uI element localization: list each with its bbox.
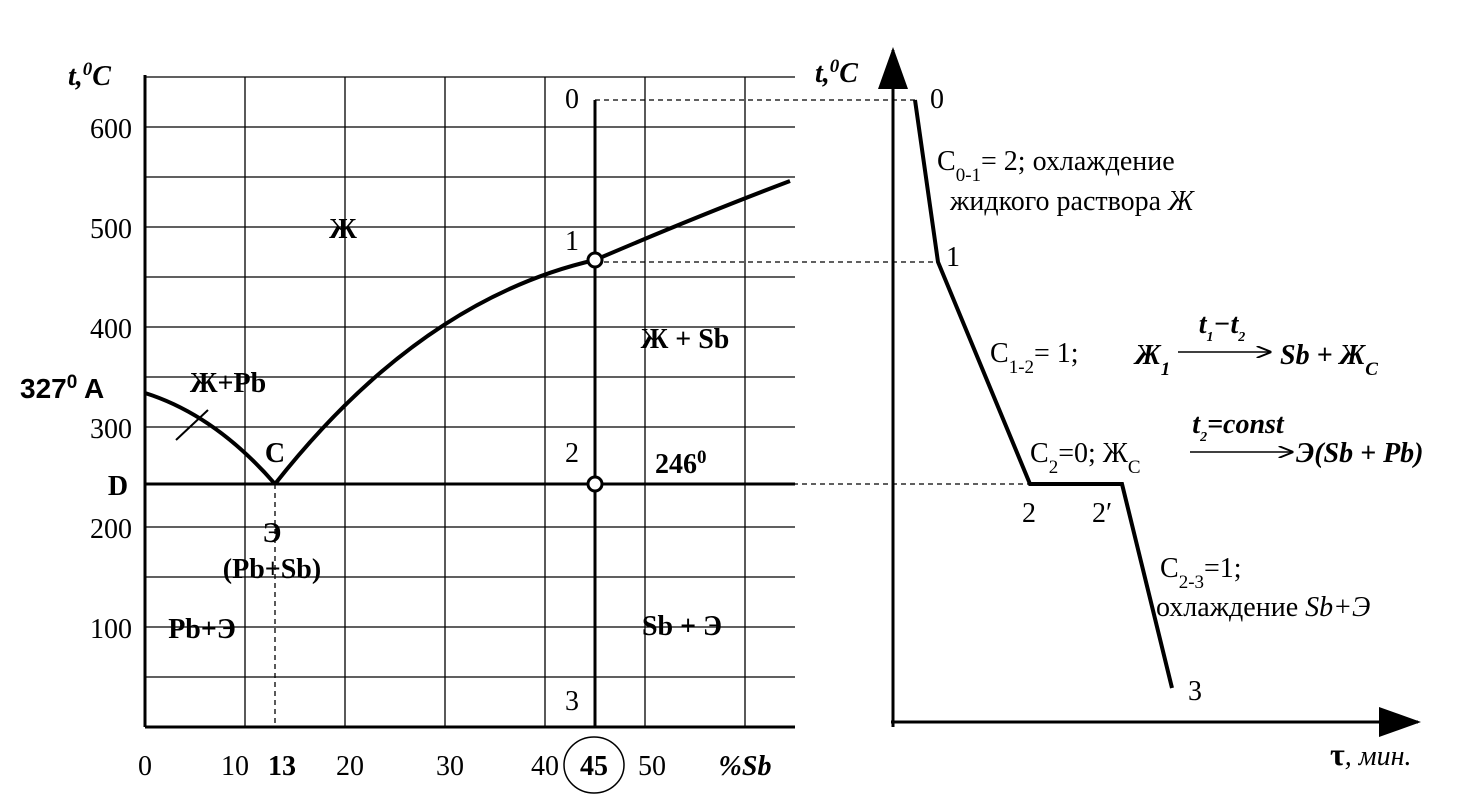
y-tick-label: 400 <box>90 314 132 345</box>
text-part: , мин. <box>1345 741 1412 772</box>
cooling-curve <box>913 99 1174 689</box>
text-part: t, <box>68 61 83 92</box>
point-label: 3 <box>565 686 579 717</box>
point <box>586 475 604 493</box>
liquidus-pb <box>144 391 277 486</box>
text-part: 0 <box>830 56 840 77</box>
text-part: Sb + Ж <box>1280 340 1367 371</box>
text-part: C <box>990 338 1009 369</box>
text-part: 246 <box>655 449 697 480</box>
annotation: C0-1= 2; охлаждение <box>937 146 1175 186</box>
arrow-label: t1−t2 <box>1199 309 1246 345</box>
region-label: Ж + Sb <box>641 324 730 355</box>
grid <box>145 76 795 727</box>
point-label: 0 <box>930 84 944 115</box>
point-label: 3 <box>1188 676 1202 707</box>
text-part: C <box>92 61 111 92</box>
x-tick-label: 50 <box>638 751 666 782</box>
x-tick-label: 0 <box>138 751 152 782</box>
region-label: Sb + Э <box>642 611 722 642</box>
liquidus-sb <box>273 179 791 486</box>
text-part: =const <box>1207 409 1285 440</box>
text-part: Sb+Э <box>1305 592 1370 623</box>
text-part: C <box>1365 359 1378 380</box>
text-part: = 2; охлаждение <box>981 146 1175 177</box>
text-part: =0; Ж <box>1058 438 1129 469</box>
y-tick-label: 100 <box>90 614 132 645</box>
annotation: C1-2= 1; <box>990 338 1079 378</box>
text-part: C <box>839 58 858 89</box>
y-tick-label: 300 <box>90 414 132 445</box>
text-part: 0 <box>697 447 707 468</box>
text-part: Ж <box>1167 186 1195 217</box>
text-part: 1 <box>1161 359 1171 380</box>
text-part: t, <box>815 58 830 89</box>
text-part: C <box>1160 553 1179 584</box>
text-part: t <box>1199 309 1208 340</box>
text-part: =1; <box>1204 553 1242 584</box>
point-label: 3270 A <box>20 372 104 405</box>
text-part: τ <box>1330 736 1345 772</box>
text-part: 327 <box>20 373 67 404</box>
x-axis-label: τ, мин. <box>1330 736 1412 772</box>
annotation: Sb + ЖC <box>1280 340 1378 380</box>
annotation: Э(Sb + Pb) <box>1296 438 1424 469</box>
region-label: Ж <box>329 214 357 245</box>
point-label: 0 <box>565 84 579 115</box>
x-axis-label: %Sb <box>719 751 772 782</box>
text-part: 1-2 <box>1009 357 1034 378</box>
marker <box>175 409 209 441</box>
point-label: 2 <box>565 438 579 469</box>
text-part: 0 <box>67 372 78 393</box>
point-label: 1 <box>946 242 960 273</box>
text-part: C <box>937 146 956 177</box>
text-part: C <box>1128 457 1141 478</box>
point-label: D <box>108 471 128 502</box>
x-tick-label: 30 <box>436 751 464 782</box>
annotation: жидкого раствора Ж <box>949 186 1195 217</box>
text-part: = 1; <box>1034 338 1079 369</box>
text-part: охлаждение <box>1156 592 1305 623</box>
annotation: охлаждение Sb+Э <box>1156 592 1370 623</box>
text-part: 2 <box>1049 457 1059 478</box>
y-axis-label: t,0C <box>815 56 858 90</box>
text-part: 2 <box>1237 330 1245 345</box>
y-tick-label: 600 <box>90 114 132 145</box>
point <box>586 251 604 269</box>
annotation: Ж1 <box>1133 340 1170 380</box>
region-label: (Pb+Sb) <box>223 554 321 585</box>
x-tick-label: 20 <box>336 751 364 782</box>
text-part: t <box>1192 409 1201 440</box>
point-label: 1 <box>565 226 579 257</box>
annotation: C2=0; ЖC <box>1030 438 1141 478</box>
point-label: 2 <box>1022 498 1036 529</box>
text-part: 0 <box>83 59 93 80</box>
point-label: 2′ <box>1092 498 1112 529</box>
text-part: −t <box>1214 309 1240 340</box>
text-part: жидкого раствора <box>949 186 1168 217</box>
text-part: 2 <box>1199 430 1207 445</box>
annotation: C2-3=1; <box>1160 553 1242 593</box>
y-tick-label: 500 <box>90 214 132 245</box>
x-tick-label: 13 <box>268 751 296 782</box>
x-tick-label: 45 <box>580 751 608 782</box>
highlight <box>563 736 625 794</box>
text-part: 0-1 <box>956 165 981 186</box>
x-tick-label: 10 <box>221 751 249 782</box>
y-axis-label: t,0C <box>68 59 111 93</box>
y-tick-label: 200 <box>90 514 132 545</box>
point-label: 2460 <box>655 447 707 481</box>
text-part: Ж <box>1133 340 1162 371</box>
arrow-label: t2=const <box>1192 409 1285 445</box>
x-tick-label: 40 <box>531 751 559 782</box>
region-label: Э <box>263 518 282 549</box>
point-label: C <box>265 438 285 469</box>
text-part: A <box>77 373 104 404</box>
region-label: Ж+Pb <box>190 368 266 399</box>
region-label: Pb+Э <box>168 614 236 645</box>
text-part: 1 <box>1207 330 1214 345</box>
text-part: 2-3 <box>1179 572 1204 593</box>
text-part: C <box>1030 438 1049 469</box>
